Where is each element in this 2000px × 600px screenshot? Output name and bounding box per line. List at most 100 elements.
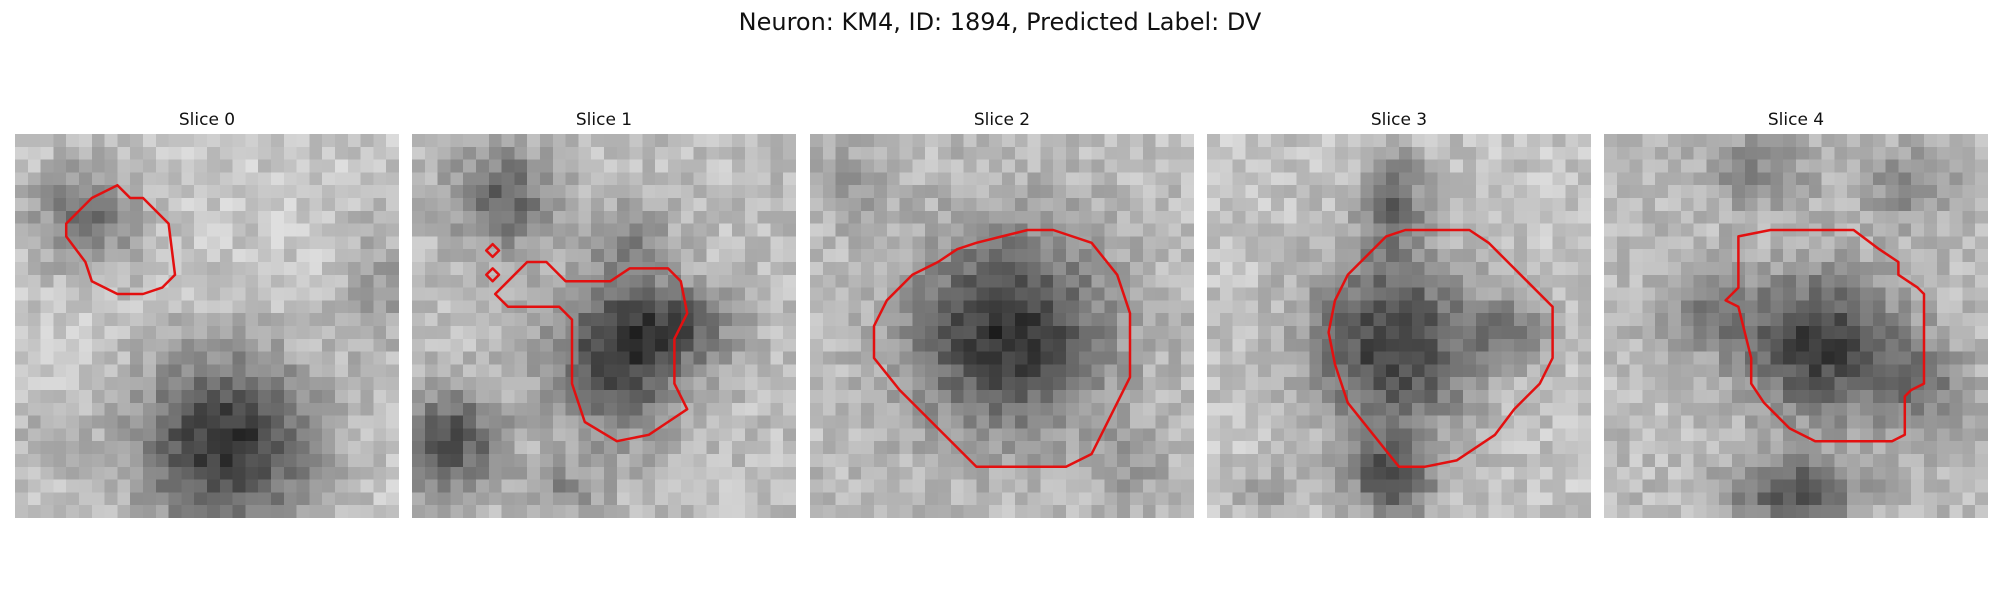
image-pixel: [219, 428, 233, 442]
image-pixel: [360, 351, 374, 365]
image-pixel: [463, 172, 477, 186]
image-pixel: [578, 428, 592, 442]
image-pixel: [1002, 274, 1016, 288]
image-pixel: [1335, 492, 1349, 506]
image-pixel: [1373, 505, 1387, 518]
image-pixel: [194, 146, 208, 160]
image-pixel: [1936, 454, 1950, 468]
image-pixel: [53, 364, 67, 378]
image-pixel: [104, 146, 118, 160]
image-pixel: [424, 466, 438, 480]
image-pixel: [1078, 479, 1092, 493]
image-pixel: [899, 172, 913, 186]
image-pixel: [1962, 172, 1976, 186]
image-pixel: [1424, 300, 1438, 314]
image-pixel: [322, 390, 336, 404]
image-pixel: [1207, 364, 1221, 378]
image-pixel: [1027, 300, 1041, 314]
image-pixel: [1399, 313, 1413, 327]
image-pixel: [322, 287, 336, 301]
image-pixel: [1860, 223, 1874, 237]
image-pixel: [706, 287, 720, 301]
image-pixel: [963, 466, 977, 480]
image-pixel: [1181, 338, 1194, 352]
image-pixel: [1104, 326, 1118, 340]
image-pixel: [1808, 454, 1822, 468]
image-pixel: [757, 377, 771, 391]
image-pixel: [232, 223, 246, 237]
image-pixel: [1565, 326, 1579, 340]
image-pixel: [1014, 415, 1028, 429]
image-pixel: [1936, 223, 1950, 237]
image-pixel: [1155, 198, 1169, 212]
image-pixel: [976, 210, 990, 224]
image-pixel: [604, 441, 618, 455]
image-pixel: [874, 441, 888, 455]
image-pixel: [527, 492, 541, 506]
image-pixel: [27, 415, 41, 429]
image-pixel: [1693, 377, 1707, 391]
image-pixel: [950, 492, 964, 506]
image-pixel: [1027, 466, 1041, 480]
image-pixel: [899, 185, 913, 199]
segmentation-contour-fragment: [486, 244, 499, 257]
image-pixel: [693, 134, 707, 148]
image-pixel: [1181, 210, 1194, 224]
image-pixel: [283, 210, 297, 224]
image-pixel: [1962, 287, 1976, 301]
image-pixel: [963, 364, 977, 378]
image-pixel: [757, 198, 771, 212]
image-pixel: [1002, 172, 1016, 186]
image-pixel: [1808, 262, 1822, 276]
image-pixel: [693, 428, 707, 442]
image-pixel: [783, 505, 796, 518]
image-pixel: [66, 492, 80, 506]
image-pixel: [1655, 300, 1669, 314]
image-pixel: [1232, 466, 1246, 480]
image-pixel: [1130, 428, 1144, 442]
image-pixel: [1680, 415, 1694, 429]
image-pixel: [604, 287, 618, 301]
image-pixel: [1872, 428, 1886, 442]
image-pixel: [757, 326, 771, 340]
image-pixel: [476, 479, 490, 493]
image-pixel: [1347, 185, 1361, 199]
image-pixel: [373, 313, 387, 327]
image-pixel: [591, 390, 605, 404]
image-pixel: [1604, 274, 1618, 288]
image-pixel: [66, 159, 80, 173]
image-pixel: [1322, 377, 1336, 391]
image-pixel: [53, 390, 67, 404]
image-pixel: [1693, 262, 1707, 276]
image-pixel: [1475, 262, 1489, 276]
image-pixel: [744, 326, 758, 340]
image-pixel: [527, 172, 541, 186]
image-pixel: [283, 338, 297, 352]
image-pixel: [1911, 236, 1925, 250]
image-pixel: [1885, 364, 1899, 378]
image-pixel: [1411, 326, 1425, 340]
image-pixel: [15, 454, 29, 468]
image-pixel: [1411, 236, 1425, 250]
image-pixel: [1130, 377, 1144, 391]
image-pixel: [783, 364, 796, 378]
image-pixel: [1488, 351, 1502, 365]
image-pixel: [1424, 159, 1438, 173]
image-pixel: [168, 479, 182, 493]
image-pixel: [989, 223, 1003, 237]
image-pixel: [770, 428, 784, 442]
image-pixel: [1885, 274, 1899, 288]
image-pixel: [1002, 198, 1016, 212]
image-pixel: [1373, 159, 1387, 173]
image-pixel: [258, 338, 272, 352]
image-pixel: [874, 364, 888, 378]
image-pixel: [130, 364, 144, 378]
image-pixel: [1872, 300, 1886, 314]
image-pixel: [476, 313, 490, 327]
image-pixel: [1027, 377, 1041, 391]
image-pixel: [143, 313, 157, 327]
image-pixel: [783, 185, 796, 199]
image-pixel: [604, 377, 618, 391]
image-pixel: [1014, 262, 1028, 276]
image-pixel: [757, 364, 771, 378]
